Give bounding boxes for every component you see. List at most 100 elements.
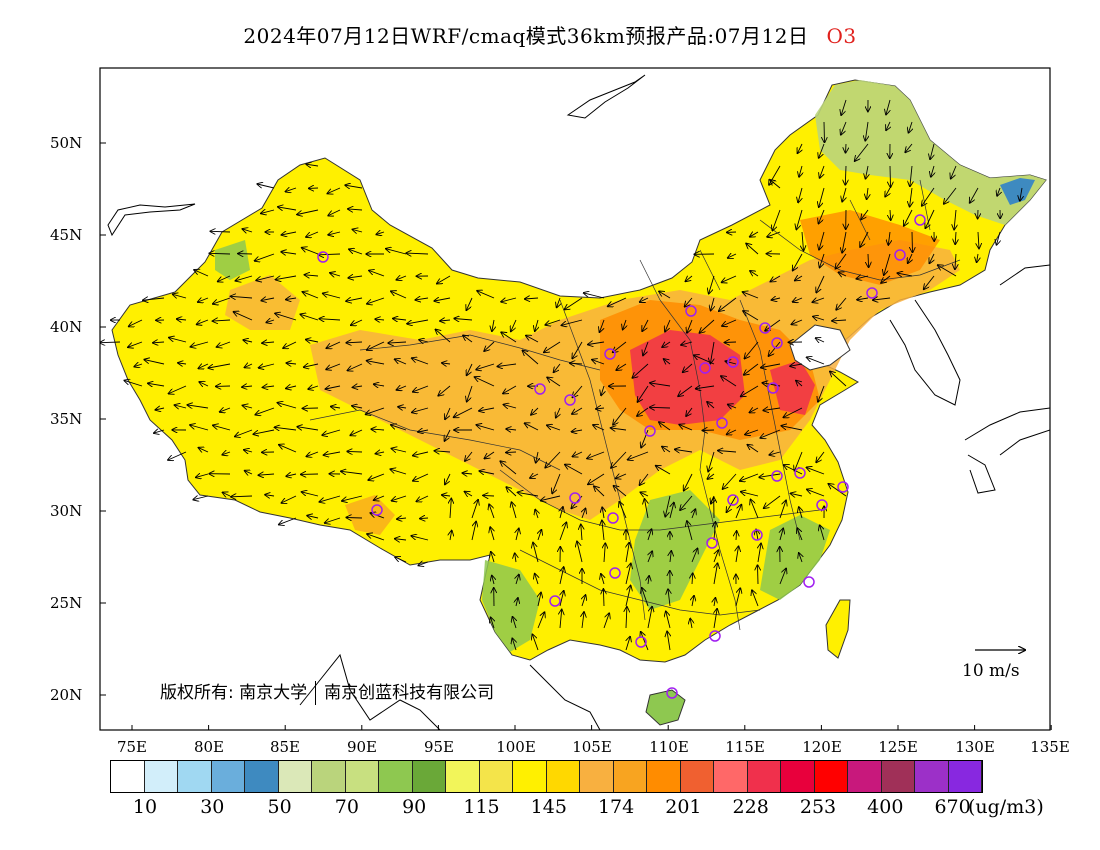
copyright-company: 南京创蓝科技有限公司 (324, 683, 495, 703)
colorbar-label: 670 (934, 796, 971, 818)
lat-label: 25N (50, 594, 83, 612)
lon-label: 115E (725, 738, 765, 756)
city-marker (534, 383, 546, 395)
colorbar-swatch (211, 761, 245, 792)
ozone-zone-90-south (630, 490, 720, 610)
city-marker (709, 630, 721, 642)
ozone-zone-228 (630, 330, 745, 425)
colorbar-swatch (613, 761, 647, 792)
lon-label: 125E (878, 738, 918, 756)
lon-label: 90E (346, 738, 378, 756)
ozone-zone-90-southwest (482, 560, 540, 652)
colorbar-swatch (513, 761, 547, 792)
city-marker (564, 394, 576, 406)
city-marker (685, 305, 697, 317)
ozone-zone-228-east (770, 360, 815, 415)
lon-label: 110E (649, 738, 689, 756)
city-marker (894, 249, 906, 261)
hainan (645, 689, 686, 726)
colorbar-swatch (680, 761, 714, 792)
city-marker (371, 504, 383, 516)
southeast-asia-coast (299, 653, 601, 730)
colorbar-swatch (245, 761, 279, 792)
city-marker (727, 494, 739, 506)
japan-coast (964, 407, 1050, 494)
lon-label: 105E (572, 738, 612, 756)
colorbar-swatch (446, 761, 480, 792)
ozone-zone-90-ne (815, 80, 1046, 225)
city-marker (767, 382, 779, 394)
colorbar-swatch (814, 761, 848, 792)
colorbar-swatch (312, 761, 346, 792)
copyright-note: 版权所有: 南京大学 南京创蓝科技有限公司 (160, 678, 494, 705)
map-title: 2024年07月12日WRF/cmaq模式36km预报产品:07月12日 O3 (0, 20, 1100, 49)
sakhalin-coast (999, 264, 1050, 286)
lat-label: 20N (50, 686, 83, 704)
lon-label: 135E (1030, 738, 1070, 756)
colorbar-swatch (915, 761, 949, 792)
city-marker (706, 537, 718, 549)
colorbar-swatch (144, 761, 178, 792)
city-marker (716, 417, 728, 429)
city-marker (914, 214, 926, 226)
lon-label: 120E (802, 738, 842, 756)
city-markers (317, 214, 926, 699)
city-marker (607, 512, 619, 524)
colorbar-swatch (647, 761, 681, 792)
colorbar-swatch (278, 761, 312, 792)
city-marker (771, 337, 783, 349)
lon-label: 80E (193, 738, 225, 756)
colorbar-swatch (580, 761, 614, 792)
city-marker (771, 470, 783, 482)
ozone-zone-90-west (215, 240, 250, 280)
city-marker (609, 567, 621, 579)
colorbar-swatch (714, 761, 748, 792)
colorbar-label: 70 (334, 796, 359, 818)
colorbar-swatch (546, 761, 580, 792)
colorbar-swatch (881, 761, 915, 792)
colorbar (110, 760, 983, 793)
city-marker (666, 687, 678, 699)
colorbar-swatch (781, 761, 815, 792)
colorbar-label: 115 (463, 796, 500, 818)
lon-label: 95E (423, 738, 455, 756)
lon-label: 100E (496, 738, 536, 756)
balkhash-lake (107, 203, 196, 237)
colorbar-swatch (747, 761, 781, 792)
city-marker (635, 636, 647, 648)
baikal-lake (566, 74, 646, 119)
lat-label: 30N (50, 502, 83, 520)
city-marker (727, 356, 739, 368)
city-marker (794, 467, 806, 479)
colorbar-label: 174 (597, 796, 635, 818)
colorbar-swatch (479, 761, 513, 792)
city-marker (837, 481, 849, 493)
lon-label: 75E (116, 738, 148, 756)
lat-label: 40N (50, 318, 83, 336)
taiwan (825, 599, 851, 659)
lon-label: 130E (955, 738, 995, 756)
colorbar-label: 400 (867, 796, 904, 818)
colorbar-label: 90 (402, 796, 427, 818)
city-marker (317, 251, 329, 263)
colorbar-label: 253 (799, 796, 837, 818)
copyright-divider (315, 681, 317, 705)
title-main: 2024年07月12日WRF/cmaq模式36km预报产品:07月12日 (243, 24, 809, 48)
ozone-zone-90-southeast (760, 515, 830, 600)
lat-label: 50N (50, 134, 83, 152)
title-species: O3 (826, 24, 857, 48)
colorbar-swatch (848, 761, 882, 792)
colorbar-label: 30 (200, 796, 225, 818)
colorbar-swatch (345, 761, 379, 792)
city-marker (803, 576, 815, 588)
colorbar-label: 10 (132, 796, 158, 818)
lat-label: 35N (50, 410, 83, 428)
map-frame (99, 67, 1051, 731)
colorbar-swatch (379, 761, 413, 792)
map-area (100, 74, 1050, 730)
city-marker (751, 529, 763, 541)
colorbar-swatch (178, 761, 212, 792)
colorbar-label: 201 (665, 796, 702, 818)
colorbar-label: 50 (267, 796, 292, 818)
